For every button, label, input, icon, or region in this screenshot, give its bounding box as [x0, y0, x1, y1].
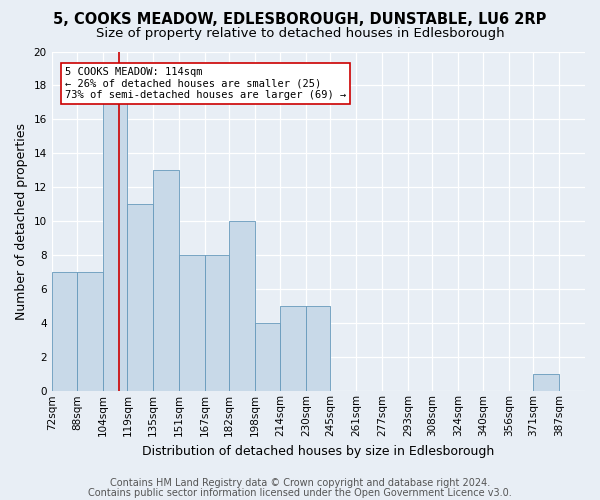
Text: Contains HM Land Registry data © Crown copyright and database right 2024.: Contains HM Land Registry data © Crown c…: [110, 478, 490, 488]
Bar: [179, 256, 205, 392]
Bar: [205, 256, 229, 392]
Bar: [127, 204, 153, 392]
Text: Contains public sector information licensed under the Open Government Licence v3: Contains public sector information licen…: [88, 488, 512, 498]
Text: 5 COOKS MEADOW: 114sqm
← 26% of detached houses are smaller (25)
73% of semi-det: 5 COOKS MEADOW: 114sqm ← 26% of detached…: [65, 67, 346, 100]
X-axis label: Distribution of detached houses by size in Edlesborough: Distribution of detached houses by size …: [142, 444, 494, 458]
Bar: [52, 272, 77, 392]
Y-axis label: Number of detached properties: Number of detached properties: [15, 123, 28, 320]
Bar: [280, 306, 306, 392]
Text: Size of property relative to detached houses in Edlesborough: Size of property relative to detached ho…: [95, 28, 505, 40]
Text: 5, COOKS MEADOW, EDLESBOROUGH, DUNSTABLE, LU6 2RP: 5, COOKS MEADOW, EDLESBOROUGH, DUNSTABLE…: [53, 12, 547, 28]
Bar: [533, 374, 559, 392]
Bar: [229, 222, 254, 392]
Bar: [153, 170, 179, 392]
Bar: [103, 102, 127, 392]
Bar: [306, 306, 331, 392]
Bar: [77, 272, 103, 392]
Bar: [254, 324, 280, 392]
